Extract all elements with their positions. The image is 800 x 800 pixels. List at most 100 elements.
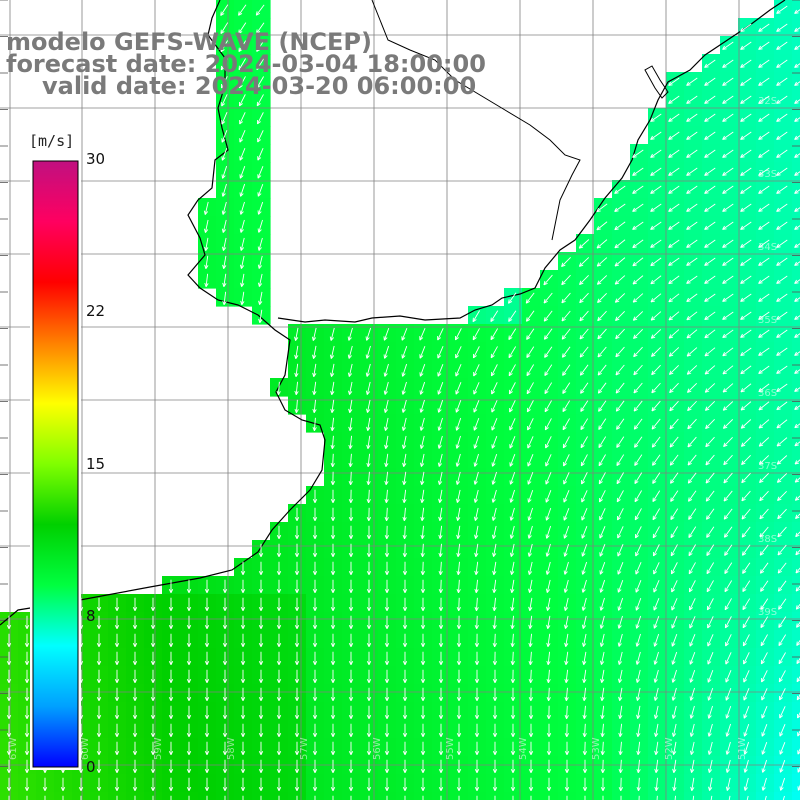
wind-arrow bbox=[742, 562, 751, 574]
wind-arrow bbox=[508, 328, 517, 340]
wind-arrow bbox=[600, 777, 606, 791]
wind-arrow bbox=[188, 795, 190, 800]
wind-arrow bbox=[776, 311, 788, 320]
wind-arrow bbox=[582, 651, 587, 665]
wind-arrow bbox=[706, 544, 715, 556]
wind-arrow bbox=[455, 382, 462, 395]
wind-arrow bbox=[704, 95, 716, 104]
wind-arrow bbox=[724, 616, 732, 629]
wind-arrow bbox=[580, 418, 589, 431]
wind-arrow bbox=[617, 669, 623, 683]
wind-arrow bbox=[761, 670, 768, 683]
wind-arrow bbox=[491, 471, 497, 485]
wind-arrow bbox=[704, 185, 716, 194]
wind-arrow bbox=[582, 777, 588, 791]
wind-arrow bbox=[420, 759, 426, 773]
wind-arrow bbox=[600, 651, 605, 665]
wind-arrow bbox=[580, 400, 589, 412]
wind-arrow bbox=[668, 113, 680, 122]
wind-arrow bbox=[796, 693, 800, 701]
wind-arrow bbox=[276, 597, 282, 611]
wind-arrow bbox=[420, 489, 425, 503]
wind-arrow bbox=[347, 363, 353, 377]
wind-arrow bbox=[294, 633, 300, 647]
wind-arrow bbox=[776, 23, 788, 32]
wind-arrow bbox=[473, 489, 479, 503]
wind-arrow bbox=[653, 580, 660, 593]
wind-arrow bbox=[544, 346, 553, 358]
wind-arrow bbox=[257, 255, 263, 269]
speed-cell bbox=[774, 792, 793, 800]
wind-arrow bbox=[564, 669, 569, 683]
wind-arrow bbox=[650, 167, 662, 176]
wind-arrow bbox=[617, 651, 623, 665]
wind-arrow bbox=[562, 400, 571, 413]
wind-arrow bbox=[402, 669, 408, 683]
wind-arrow bbox=[239, 237, 245, 251]
wind-arrow bbox=[204, 723, 210, 737]
latitude-label: 35S bbox=[758, 315, 777, 326]
legend-tick-8: 8 bbox=[86, 607, 96, 625]
wind-arrow bbox=[491, 525, 497, 539]
wind-arrow bbox=[258, 309, 263, 323]
wind-arrow bbox=[510, 759, 516, 773]
speed-cell bbox=[792, 522, 800, 541]
wind-arrow bbox=[96, 705, 102, 719]
wind-arrow bbox=[634, 472, 643, 485]
wind-arrow bbox=[564, 777, 570, 791]
wind-arrow bbox=[776, 275, 788, 284]
wind-arrow bbox=[366, 705, 372, 719]
wind-arrow bbox=[544, 364, 553, 376]
wind-arrow bbox=[525, 310, 535, 322]
wind-arrow bbox=[618, 741, 623, 755]
wind-arrow bbox=[600, 705, 605, 719]
wind-arrow bbox=[743, 723, 750, 737]
wind-arrow bbox=[653, 562, 660, 575]
wind-arrow bbox=[776, 401, 788, 411]
wind-arrow bbox=[740, 293, 752, 302]
wind-arrow bbox=[420, 723, 426, 737]
wind-arrow bbox=[366, 597, 372, 611]
wind-arrow bbox=[704, 329, 716, 339]
wind-arrow bbox=[543, 274, 553, 286]
wind-arrow bbox=[740, 113, 752, 122]
wind-arrow bbox=[545, 579, 551, 593]
wind-arrow bbox=[596, 203, 608, 213]
wind-arrow bbox=[294, 687, 300, 701]
wind-arrow bbox=[222, 633, 228, 647]
wind-arrow bbox=[653, 544, 660, 557]
wind-arrow bbox=[564, 741, 570, 755]
wind-arrow bbox=[419, 453, 425, 467]
wind-arrow bbox=[402, 615, 408, 629]
wind-arrow bbox=[758, 401, 770, 411]
wind-arrow bbox=[527, 561, 533, 575]
wind-arrow bbox=[401, 417, 407, 431]
wind-arrow bbox=[508, 382, 516, 395]
wind-arrow bbox=[384, 597, 390, 611]
wind-arrow bbox=[725, 723, 732, 737]
wind-arrow bbox=[24, 777, 30, 791]
wind-arrow bbox=[490, 328, 499, 341]
wind-arrow bbox=[491, 400, 498, 413]
wind-arrow bbox=[614, 203, 626, 212]
wind-arrow bbox=[687, 383, 698, 393]
latitude-label: 33S bbox=[758, 169, 777, 180]
wind-arrow bbox=[599, 579, 606, 593]
wind-arrow bbox=[546, 723, 552, 737]
wind-arrow bbox=[240, 633, 246, 647]
wind-arrow bbox=[114, 741, 120, 755]
wind-arrow bbox=[656, 795, 658, 800]
wind-arrow bbox=[509, 400, 516, 413]
wind-arrow bbox=[114, 597, 120, 611]
wind-arrow bbox=[530, 795, 532, 800]
speed-cell bbox=[792, 234, 800, 253]
wind-arrow bbox=[707, 687, 714, 701]
wind-arrow bbox=[472, 346, 480, 359]
wind-arrow bbox=[597, 328, 607, 340]
wind-arrow bbox=[740, 311, 752, 320]
wind-arrow bbox=[761, 706, 768, 719]
wind-arrow bbox=[150, 615, 156, 629]
wind-arrow bbox=[401, 328, 408, 341]
wind-arrow bbox=[758, 455, 770, 465]
wind-arrow bbox=[528, 705, 534, 719]
